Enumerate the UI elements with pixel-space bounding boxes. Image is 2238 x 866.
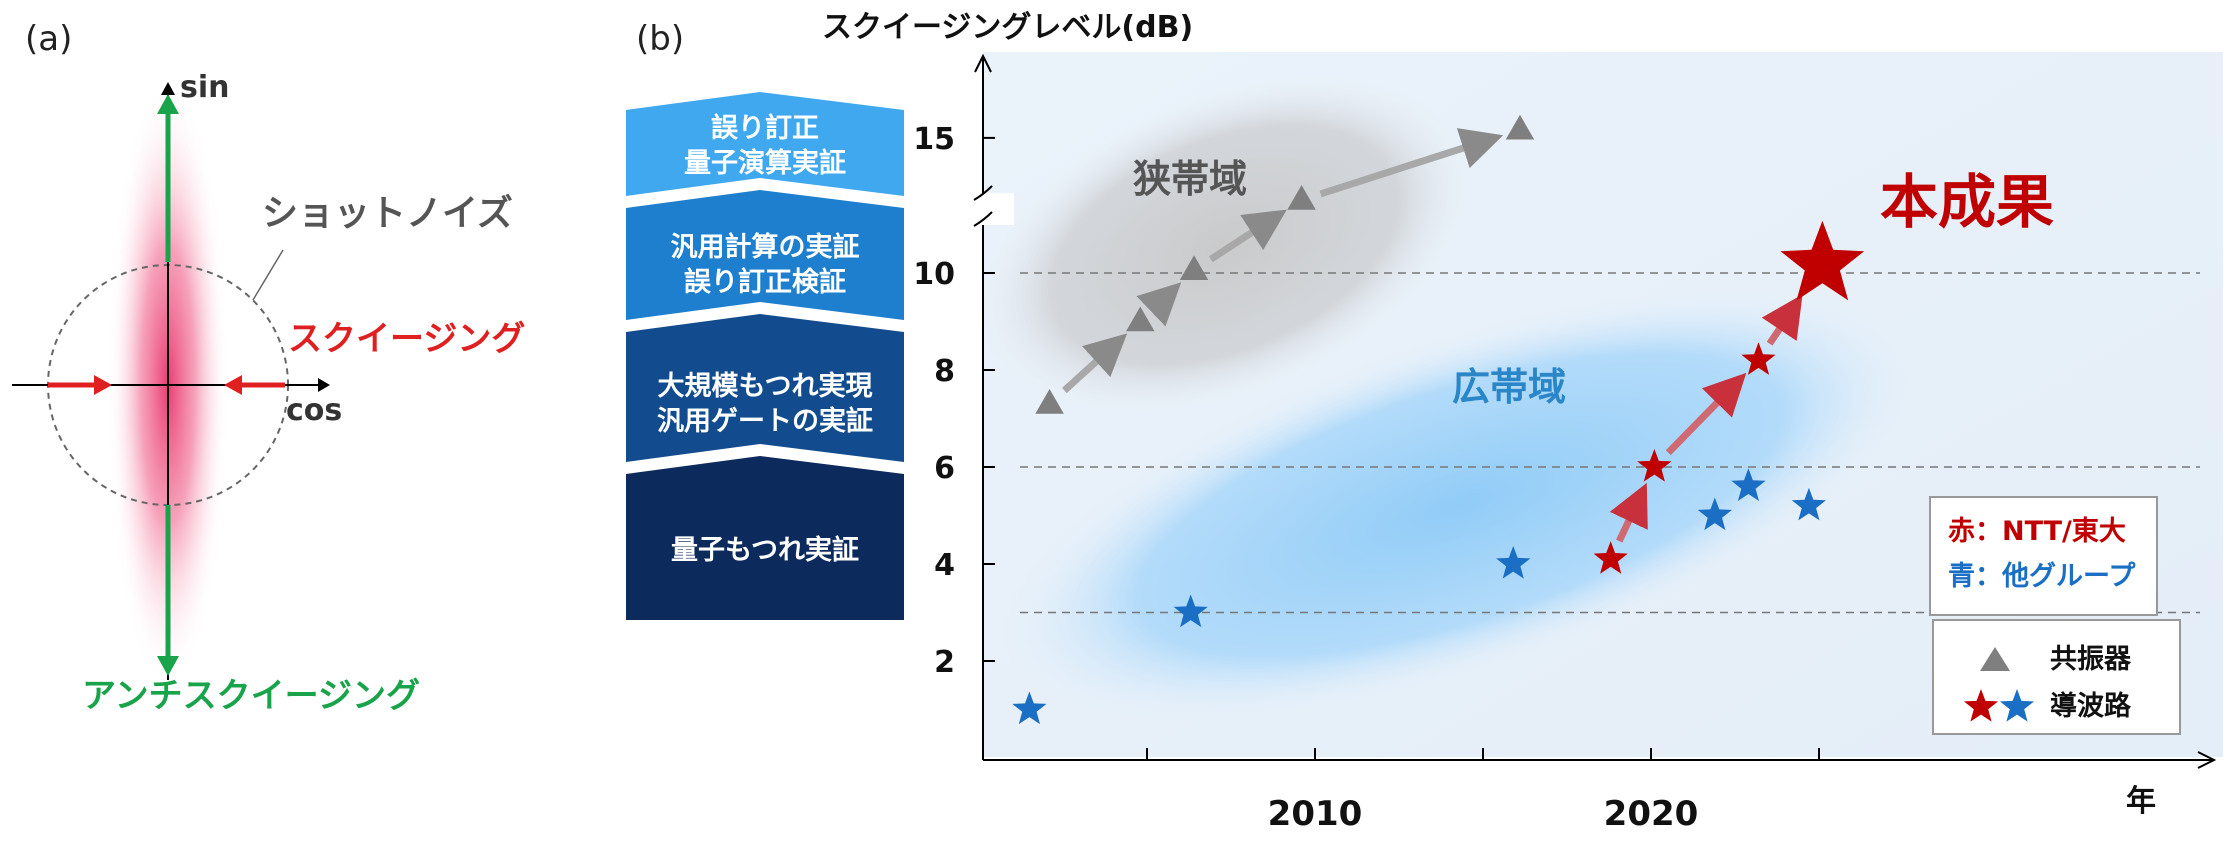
data-points — [1012, 114, 1865, 725]
y-tick-label-6: 6 — [934, 451, 955, 486]
y-axis-break-mark-bottom — [973, 211, 993, 227]
panel-a: (a) sin cos ショットノイズ スクイージング アンチスクイージング — [12, 19, 525, 716]
x-axis-title: 年 — [2126, 784, 2156, 819]
panel-b: (b) 誤り訂正 量子演算実証 汎用計算の実証 誤り訂正検証 大規模もつれ実現 … — [626, 10, 2223, 834]
y-tick-label-2: 2 — [934, 645, 955, 680]
milestone-3-line2: 汎用ゲートの実証 — [657, 405, 873, 437]
legend-color-box — [1929, 496, 2158, 616]
shot-noise-label: ショットノイズ — [262, 192, 513, 234]
ntt-arrow — [1609, 482, 1648, 543]
resonator-arrow — [1319, 128, 1504, 198]
ntt-arrow — [1761, 294, 1803, 346]
waveguide-other-point — [1697, 497, 1732, 531]
resonator-arrow — [1136, 282, 1182, 327]
x-tick-label-2020: 2020 — [1604, 794, 1699, 834]
legend-blue-star-icon — [1999, 689, 2035, 722]
y-axis-break-mark-top — [973, 185, 993, 201]
y-axis-break-gap — [974, 193, 1014, 225]
milestone-2-line2: 誤り訂正検証 — [684, 266, 846, 298]
resonator-point — [1287, 185, 1316, 210]
this-result-point — [1780, 220, 1865, 301]
resonator-arrow — [1208, 209, 1287, 263]
this-result-label: 本成果 — [1880, 168, 2054, 236]
sin-axis-arrowhead — [161, 82, 175, 95]
legend-triangle-icon — [1980, 647, 2010, 671]
milestone-1-line1: 誤り訂正 — [711, 112, 819, 144]
sin-axis-label: sin — [180, 70, 230, 105]
axes — [973, 53, 2217, 769]
resonator-arrow — [1062, 333, 1128, 394]
waveguide-other-point — [1496, 546, 1531, 579]
progress-arrows — [1062, 128, 1803, 543]
legend-waveguide-label: 導波路 — [2050, 690, 2132, 722]
waveguide-ntt-point — [1741, 342, 1776, 375]
x-axis-arrowhead — [2197, 751, 2217, 769]
milestone-1-line2: 量子演算実証 — [684, 147, 846, 179]
y-tick-label-8: 8 — [934, 354, 955, 389]
x-tick-label-2010: 2010 — [1268, 794, 1363, 834]
legend-marker: 共振器 導波路 — [1932, 619, 2181, 735]
legend-color-red: 赤：NTT/東大 — [1948, 516, 2126, 547]
y-tick-label-15: 15 — [913, 122, 955, 157]
squeeze-arrowhead-left — [94, 375, 112, 395]
milestone-3-line1: 大規模もつれ実現 — [658, 370, 873, 402]
broadband-label: 広帯域 — [1452, 365, 1566, 409]
panel-a-label: (a) — [25, 19, 72, 59]
waveguide-other-point — [1012, 691, 1047, 725]
axis-ticks: 2010 2020 2 4 6 8 10 15 — [913, 122, 1820, 834]
narrowband-region — [977, 75, 1473, 415]
legend-star-icons — [1963, 689, 2035, 722]
waveguide-other-point — [1173, 594, 1208, 628]
legend-color-blue: 青：他グループ — [1948, 560, 2136, 592]
waveguide-other-point — [1731, 468, 1766, 501]
resonator-point — [1035, 388, 1064, 414]
legend-color: 赤：NTT/東大 青：他グループ — [1929, 496, 2158, 616]
y-tick-label-4: 4 — [934, 548, 955, 583]
milestone-block-2 — [626, 190, 904, 320]
resonator-point — [1179, 255, 1209, 280]
waveguide-ntt-point — [1637, 449, 1672, 482]
waveguide-ntt-point — [1593, 541, 1628, 574]
antisqueeze-arrowhead-up — [157, 94, 179, 114]
milestone-block-4 — [626, 456, 904, 620]
squeezing-label: スクイージング — [288, 319, 525, 359]
cos-axis-label: cos — [286, 393, 342, 428]
resonator-point — [1505, 114, 1535, 140]
milestone-4-line1: 量子もつれ実証 — [671, 534, 859, 566]
legend-resonator-label: 共振器 — [2050, 644, 2132, 675]
ntt-arrow — [1665, 372, 1747, 456]
y-axis-arrowhead — [974, 53, 992, 73]
shot-noise-pointer-line — [252, 249, 284, 301]
resonator-point — [1126, 306, 1155, 332]
milestone-2-line1: 汎用計算の実証 — [671, 231, 860, 263]
milestone-column: 誤り訂正 量子演算実証 汎用計算の実証 誤り訂正検証 大規模もつれ実現 汎用ゲー… — [626, 92, 904, 620]
panel-b-label: (b) — [636, 19, 684, 59]
milestone-block-3 — [626, 314, 904, 462]
cos-axis-arrowhead — [318, 378, 330, 392]
antisqueezing-label: アンチスクイージング — [82, 676, 420, 716]
antisqueeze-arrowhead-down — [157, 656, 179, 676]
y-tick-label-10: 10 — [913, 257, 955, 292]
narrowband-label: 狭帯域 — [1133, 157, 1247, 201]
legend-red-star-icon — [1963, 689, 1999, 722]
squeeze-arrowhead-right — [224, 375, 242, 395]
waveguide-other-point — [1791, 487, 1826, 521]
milestone-block-1 — [626, 92, 904, 196]
y-axis-title: スクイージングレベル(dB) — [822, 10, 1193, 45]
